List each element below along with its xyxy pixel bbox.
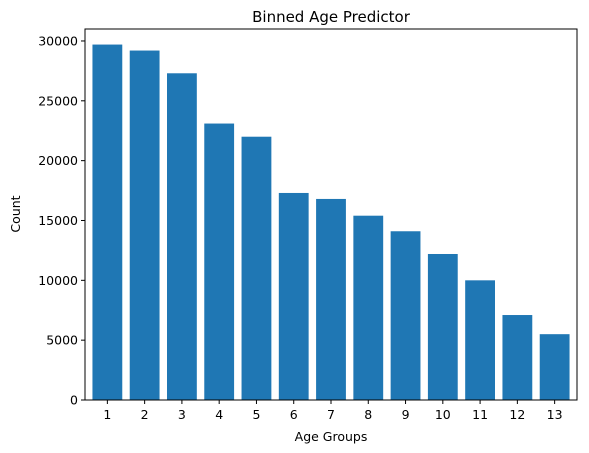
x-tick-label-11: 11 <box>472 407 488 422</box>
bar-5 <box>241 136 272 401</box>
bar-2 <box>129 50 160 401</box>
y-tick-label-5000: 5000 <box>46 333 78 348</box>
plot-area: 1 2 3 4 5 6 7 8 9 10 11 12 1305000100001500020000250… <box>38 33 570 422</box>
x-tick-label-2: 2 <box>141 407 149 422</box>
y-tick-label-15000: 15000 <box>38 213 78 228</box>
bar-3 <box>167 73 197 401</box>
bar-10 <box>427 253 458 400</box>
chart-title: Binned Age Predictor <box>252 8 411 26</box>
y-tick-label-10000: 10000 <box>38 273 78 288</box>
y-tick-label-25000: 25000 <box>38 93 78 108</box>
x-tick-label-9: 9 <box>402 407 410 422</box>
bar-12 <box>502 315 533 400</box>
x-tick-label-1: 1 <box>103 407 111 422</box>
bar-8 <box>353 215 384 400</box>
x-tick-label-7: 7 <box>327 407 335 422</box>
x-tick-label-3: 3 <box>178 407 186 422</box>
x-tick-label-6: 6 <box>290 407 298 422</box>
bar-4 <box>204 123 235 400</box>
x-tick-label-12: 12 <box>509 407 525 422</box>
x-tick-label-5: 5 <box>252 407 260 422</box>
y-tick-label-20000: 20000 <box>38 153 78 168</box>
x-tick-label-13: 13 <box>547 407 563 422</box>
bar-6 <box>278 192 309 400</box>
y-tick-label-0: 0 <box>70 393 78 408</box>
x-tick-label-10: 10 <box>435 407 451 422</box>
bar-1 <box>92 44 123 400</box>
bar-11 <box>465 280 495 400</box>
bar-7 <box>316 198 346 400</box>
x-axis-label: Age Groups <box>295 429 368 444</box>
y-tick-label-30000: 30000 <box>38 33 78 48</box>
plot-frame <box>84 28 578 401</box>
bar-9 <box>390 231 421 400</box>
y-axis-label: Count <box>8 195 23 232</box>
bar-13 <box>539 334 570 400</box>
x-tick-label-4: 4 <box>215 407 223 422</box>
x-tick-label-8: 8 <box>364 407 372 422</box>
